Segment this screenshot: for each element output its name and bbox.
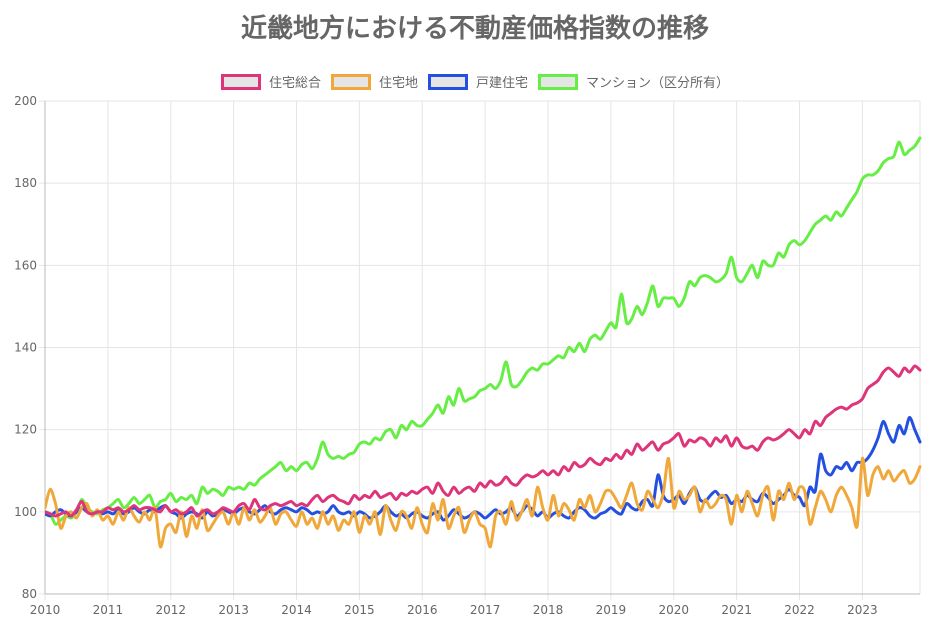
legend-swatch: [330, 73, 371, 90]
legend-item-condominium[interactable]: マンション（区分所有）: [538, 72, 729, 91]
legend-item-residential-total[interactable]: 住宅総合: [220, 72, 321, 91]
legend: 住宅総合 住宅地 戸建住宅 マンション（区分所有）: [0, 72, 950, 91]
y-tick-label: 160: [14, 258, 37, 272]
x-tick-label: 2023: [847, 603, 878, 617]
x-tick-label: 2020: [658, 603, 689, 617]
series-lines: [45, 136, 922, 549]
y-tick-label: 120: [14, 423, 37, 437]
y-tick-label: 100: [14, 505, 37, 519]
legend-item-detached-house[interactable]: 戸建住宅: [428, 72, 528, 91]
chart-title: 近畿地方における不動産価格指数の推移: [240, 14, 709, 44]
y-tick-label: 140: [14, 341, 37, 355]
axes: 80 100 120 140 160 180 200 2010 2011 2012 2013 2014…: [14, 94, 920, 617]
x-tick-label: 2012: [155, 603, 186, 617]
series-line-4: [45, 136, 922, 526]
legend-label: マンション（区分所有）: [586, 76, 730, 91]
y-tick-label: 180: [14, 176, 37, 190]
x-tick-label: 2013: [218, 603, 249, 617]
x-tick-label: 2015: [344, 603, 375, 617]
legend-swatch: [220, 73, 261, 90]
legend-label: 戸建住宅: [476, 76, 529, 91]
series-line-3: [45, 415, 922, 522]
x-tick-label: 2016: [407, 603, 438, 617]
legend-swatch: [428, 73, 468, 90]
x-tick-label: 2017: [470, 603, 501, 617]
x-tick-label: 2011: [93, 603, 124, 617]
series-line-2: [45, 456, 922, 549]
y-tick-label: 200: [14, 94, 37, 108]
y-tick-label: 80: [22, 587, 37, 601]
legend-label: 住宅総合: [268, 76, 321, 91]
x-tick-label: 2022: [784, 603, 815, 617]
series-line-1: [45, 364, 922, 518]
x-tick-label: 2018: [533, 603, 564, 617]
x-tick-label: 2014: [281, 603, 312, 617]
x-tick-label: 2021: [721, 603, 752, 617]
x-tick-label: 2019: [596, 603, 627, 617]
legend-swatch: [538, 73, 579, 90]
x-tick-label: 2010: [30, 603, 61, 617]
legend-item-residential-land[interactable]: 住宅地: [330, 72, 418, 91]
legend-label: 住宅地: [378, 76, 418, 91]
